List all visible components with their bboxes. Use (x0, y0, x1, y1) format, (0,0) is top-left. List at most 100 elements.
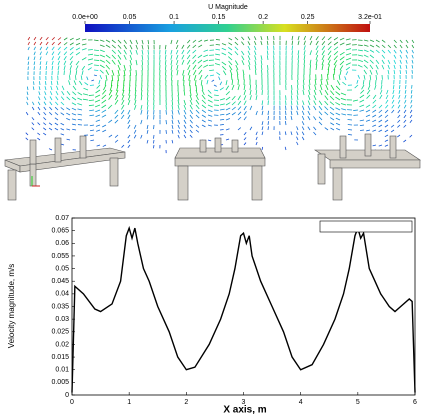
vector-glyph (330, 90, 335, 96)
vector-glyph (285, 110, 287, 116)
vector-glyph (71, 96, 77, 101)
vector-glyph (123, 39, 127, 44)
vector-glyph (313, 131, 317, 136)
vector-glyph (365, 104, 371, 108)
colorbar-tick-label: 0.0e+00 (72, 14, 98, 21)
vector-glyph (79, 80, 83, 86)
vector-glyph (335, 107, 341, 111)
vector-glyph (60, 128, 65, 131)
vector-glyph (45, 51, 49, 56)
vector-glyph (321, 59, 325, 66)
vector-glyph (329, 111, 335, 116)
vector-glyph (32, 86, 35, 91)
vector-glyph (308, 89, 311, 96)
vector-glyph (170, 64, 173, 71)
vector-glyph (352, 99, 359, 102)
vector-glyph (127, 139, 131, 144)
vector-glyph (347, 124, 353, 126)
vector-glyph (321, 54, 325, 61)
vector-glyph (339, 69, 342, 76)
vector-glyph (49, 112, 53, 116)
vector-glyph (375, 49, 380, 54)
vector-glyph (165, 119, 167, 125)
vector-glyph (54, 106, 59, 111)
vector-glyph (249, 84, 252, 91)
vector-glyph (375, 69, 378, 75)
y-axis-label: Velocity magnitude, m/s (7, 264, 16, 348)
vector-glyph (329, 101, 335, 106)
vector-glyph (303, 45, 306, 51)
vector-glyph (55, 90, 59, 96)
vector-glyph (344, 76, 347, 81)
vector-glyph (45, 36, 49, 41)
vector-glyph (243, 132, 247, 136)
vector-glyph (88, 99, 95, 102)
vector-glyph (186, 49, 191, 54)
vector-glyph (103, 84, 107, 91)
vector-glyph (243, 89, 246, 96)
vector-glyph (93, 74, 97, 77)
vector-glyph (375, 59, 380, 65)
vector-glyph (237, 84, 240, 91)
vector-glyph (409, 114, 413, 119)
vector-glyph (207, 104, 213, 108)
vector-glyph (88, 94, 95, 96)
vector-glyph (214, 58, 221, 61)
vector-glyph (204, 74, 209, 79)
vector-glyph (285, 105, 287, 111)
vector-glyph (409, 109, 413, 114)
vector-glyph (318, 121, 323, 126)
vector-glyph (329, 95, 335, 101)
vector-glyph (102, 124, 107, 128)
vector-glyph (187, 39, 191, 44)
vector-glyph (127, 114, 131, 120)
vector-glyph (37, 101, 41, 106)
vector-glyph (291, 45, 294, 51)
vector-glyph (309, 59, 312, 66)
vector-glyph (372, 94, 377, 100)
vector-glyph (365, 114, 371, 118)
vector-glyph (249, 126, 253, 131)
vector-glyph (359, 104, 365, 108)
vector-glyph (111, 69, 115, 76)
vector-glyph (120, 114, 125, 120)
vector-glyph (297, 40, 300, 46)
vector-glyph (303, 55, 306, 61)
legend (319, 220, 413, 233)
vector-glyph (230, 74, 233, 81)
vector-glyph (335, 122, 341, 126)
vector-glyph (128, 89, 131, 96)
vector-glyph (71, 118, 77, 121)
vector-glyph (198, 44, 203, 48)
vector-glyph (363, 49, 369, 53)
vector-glyph (121, 104, 125, 110)
vector-glyph (84, 82, 89, 86)
vector-glyph (213, 94, 219, 97)
vector-glyph (393, 69, 396, 75)
vector-glyph (361, 84, 365, 90)
vector-glyph (405, 49, 409, 54)
vector-glyph (267, 121, 269, 126)
vector-glyph (327, 45, 332, 51)
vector-glyph (80, 75, 83, 81)
vector-glyph (203, 54, 209, 58)
vector-glyph (75, 60, 80, 66)
colorbar-ticks: 0.0e+00 0.05 0.1 0.15 0.2 0.25 3.2e-01 (72, 14, 382, 24)
vector-glyph (387, 44, 392, 49)
vector-glyph (43, 111, 47, 116)
vector-glyph (254, 60, 257, 66)
vector-glyph (69, 70, 71, 76)
vector-glyph (309, 50, 312, 56)
vector-glyph (378, 119, 383, 123)
vector-glyph (397, 119, 401, 123)
vector-glyph (55, 96, 59, 101)
vector-glyph (384, 134, 389, 138)
vector-glyph (153, 144, 155, 149)
vector-glyph (111, 74, 114, 82)
vector-glyph (91, 79, 95, 82)
y-tick-label: 0.01 (55, 367, 69, 374)
vector-glyph (54, 127, 59, 131)
vector-glyph (189, 104, 193, 110)
colorbar-title: U Magnitude (208, 4, 248, 11)
vector-glyph (225, 107, 231, 111)
